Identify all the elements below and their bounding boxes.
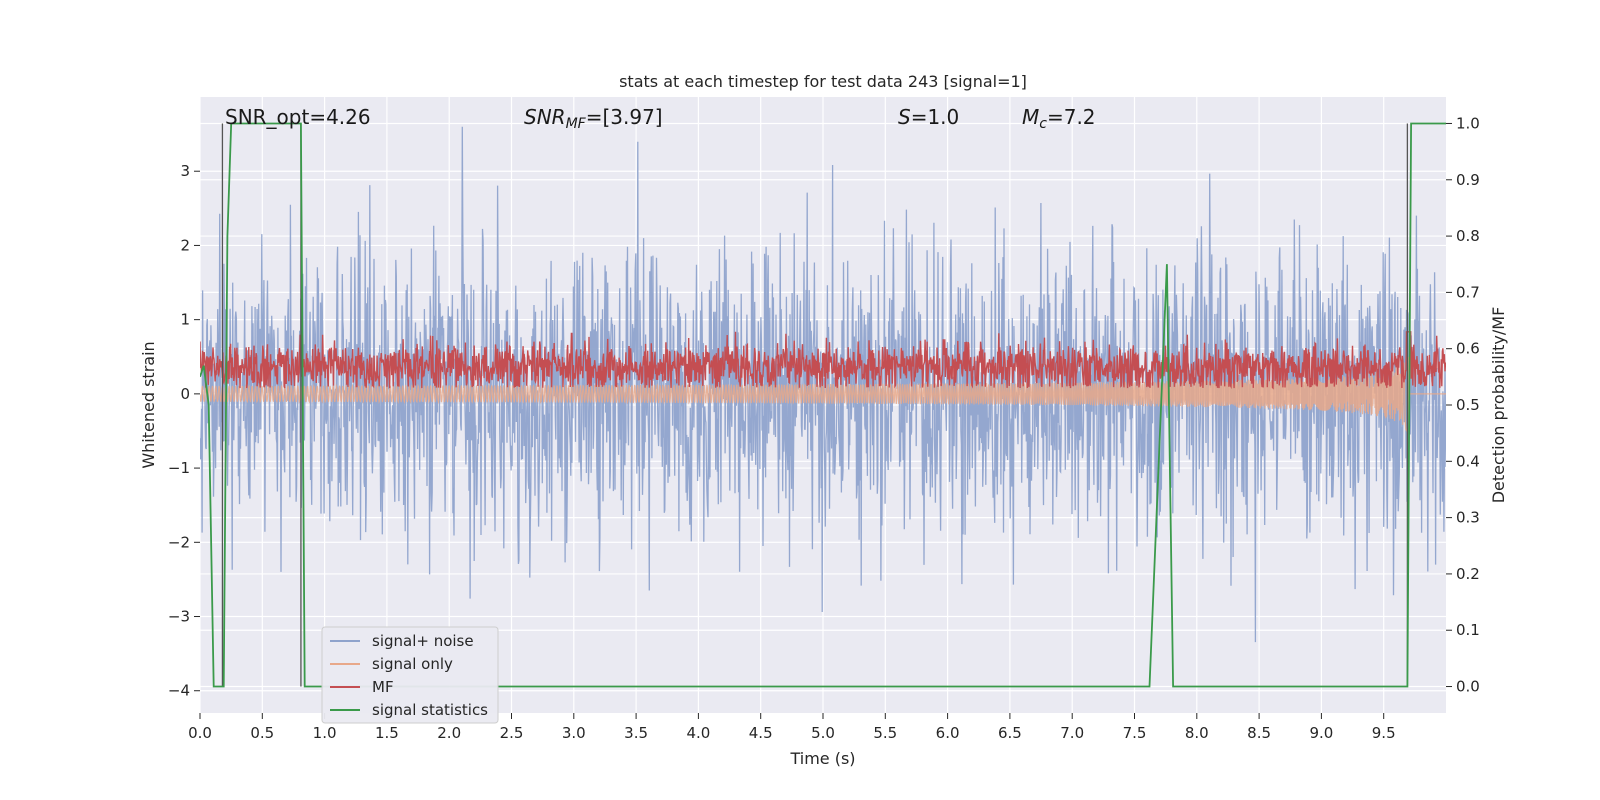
series-mf — [200, 331, 1446, 390]
x-tick-label: 8.0 — [1185, 724, 1209, 742]
y2-tick-label: 0.6 — [1456, 340, 1480, 358]
y-tick-label: −1 — [168, 459, 190, 477]
x-axis: 0.0 0.5 1.0 1.5 2.0 2.5 3.0 3.5 4.0 4.5 5.0 5.5 6.0 6… — [188, 713, 1396, 742]
y2-tick-label: 0.0 — [1456, 678, 1480, 696]
x-tick-label: 1.0 — [313, 724, 337, 742]
legend-label: signal statistics — [372, 701, 488, 719]
annotation-snr-opt: SNR_opt=4.26 — [225, 105, 371, 129]
x-tick-label: 8.5 — [1247, 724, 1271, 742]
x-tick-label: 4.5 — [749, 724, 773, 742]
x-tick-label: 2.5 — [500, 724, 524, 742]
y-axis-left: 3 2 1 0 −1 −2 −3 −4 — [168, 162, 200, 700]
y2-tick-label: 0.1 — [1456, 621, 1480, 639]
legend-label: signal+ noise — [372, 632, 474, 650]
y2-tick-label: 0.3 — [1456, 509, 1480, 527]
x-tick-label: 4.0 — [686, 724, 710, 742]
x-tick-label: 9.0 — [1309, 724, 1333, 742]
series-signal-only — [200, 356, 1446, 434]
legend-label: signal only — [372, 655, 453, 673]
x-tick-label: 9.5 — [1372, 724, 1396, 742]
x-tick-label: 0.5 — [250, 724, 274, 742]
legend-label: MF — [372, 678, 394, 696]
chart-title: stats at each timestep for test data 243… — [619, 72, 1027, 91]
data-layer — [200, 122, 1446, 688]
x-tick-label: 5.5 — [873, 724, 897, 742]
y2-tick-label: 0.5 — [1456, 396, 1480, 414]
y2-tick-label: 0.2 — [1456, 565, 1480, 583]
legend-box — [321, 626, 499, 724]
y2-tick-label: 0.9 — [1456, 171, 1480, 189]
x-tick-label: 1.5 — [375, 724, 399, 742]
y-tick-label: 1 — [180, 311, 190, 329]
y-tick-label: 3 — [180, 162, 190, 180]
x-tick-label: 2.0 — [437, 724, 461, 742]
y-tick-label: −3 — [168, 608, 190, 626]
y-axis-label: Whitened strain — [139, 341, 158, 468]
x-tick-label: 5.0 — [811, 724, 835, 742]
annotation-snr-mf: SNRMF=[3.97] — [524, 105, 663, 132]
y2-tick-label: 0.7 — [1456, 283, 1480, 301]
annotation-s: S=1.0 — [898, 105, 959, 129]
x-tick-label: 3.5 — [624, 724, 648, 742]
y-tick-label: −4 — [168, 682, 190, 700]
x-tick-label: 0.0 — [188, 724, 212, 742]
series-signal-statistics — [200, 122, 1446, 688]
annotation-mc: Mc=7.2 — [1022, 105, 1096, 132]
x-tick-label: 3.0 — [562, 724, 586, 742]
x-axis-label: Time (s) — [789, 749, 855, 768]
legend: signal+ noise signal only MF signal statist… — [321, 626, 499, 724]
y-tick-label: −2 — [168, 533, 190, 551]
y-axis-right: 1.0 0.9 0.8 0.7 0.6 0.5 0.4 0.3 0.2 0.1 0.0 — [1446, 114, 1480, 696]
y2-tick-label: 0.8 — [1456, 227, 1480, 245]
y2-tick-label: 1.0 — [1456, 114, 1480, 132]
y-tick-label: 2 — [180, 236, 190, 254]
x-tick-label: 6.0 — [936, 724, 960, 742]
y2-axis-label: Detection probability/MF — [1489, 307, 1508, 504]
y2-tick-label: 0.4 — [1456, 452, 1480, 470]
x-tick-label: 7.5 — [1123, 724, 1147, 742]
x-tick-label: 6.5 — [998, 724, 1022, 742]
y-tick-label: 0 — [180, 385, 190, 403]
x-tick-label: 7.0 — [1060, 724, 1084, 742]
